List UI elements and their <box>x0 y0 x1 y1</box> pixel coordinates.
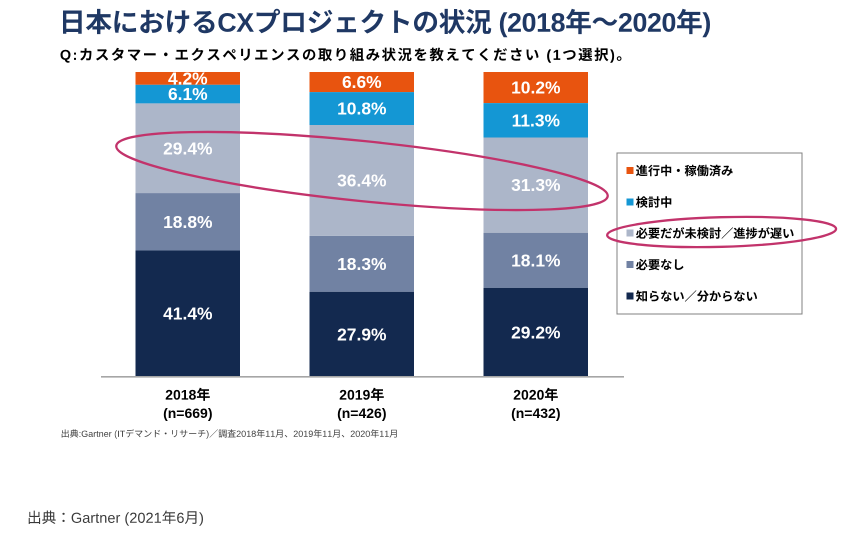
svg-text:29.4%: 29.4% <box>163 138 212 158</box>
svg-text:31.3%: 31.3% <box>511 175 560 195</box>
svg-text:27.9%: 27.9% <box>337 324 386 344</box>
svg-text:10.2%: 10.2% <box>511 78 560 98</box>
svg-text:18.8%: 18.8% <box>163 212 212 232</box>
svg-text:(n=669): (n=669) <box>163 405 212 421</box>
svg-text:10.8%: 10.8% <box>337 99 386 119</box>
svg-text:41.4%: 41.4% <box>163 304 212 324</box>
svg-text:6.1%: 6.1% <box>168 84 208 104</box>
svg-text:(n=432): (n=432) <box>511 405 560 421</box>
svg-text:18.1%: 18.1% <box>511 250 560 270</box>
svg-text:36.4%: 36.4% <box>337 171 386 191</box>
svg-text:29.2%: 29.2% <box>511 322 560 342</box>
svg-text:4.2%: 4.2% <box>168 69 208 89</box>
svg-text:6.6%: 6.6% <box>342 72 382 92</box>
svg-text:18.3%: 18.3% <box>337 254 386 274</box>
svg-text:11.3%: 11.3% <box>512 110 560 130</box>
svg-text:(n=426): (n=426) <box>337 405 386 421</box>
